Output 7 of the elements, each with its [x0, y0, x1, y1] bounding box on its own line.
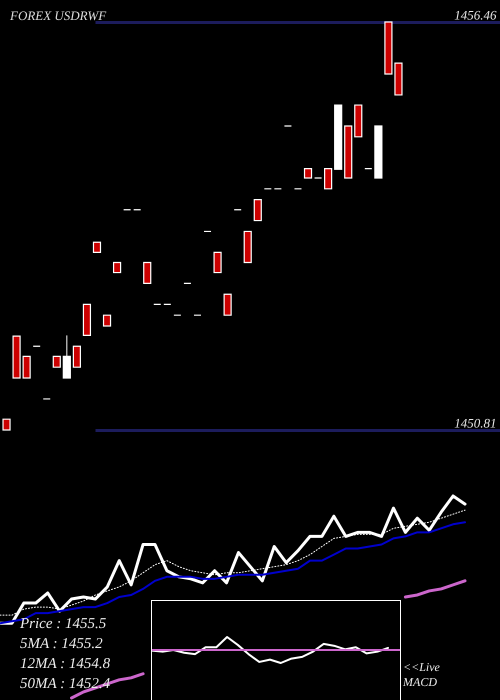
y-tick-label: 1456.46: [454, 8, 497, 22]
annotation: Price : 1455.5: [20, 616, 106, 633]
y-tick-label: 1450.81: [454, 416, 496, 430]
annotation: 12MA : 1454.8: [20, 656, 110, 673]
chart-title: FOREX USDRWF: [9, 8, 108, 23]
annotation: 5MA : 1455.2: [20, 636, 103, 653]
annotation: <<Live MACD: [403, 660, 441, 690]
